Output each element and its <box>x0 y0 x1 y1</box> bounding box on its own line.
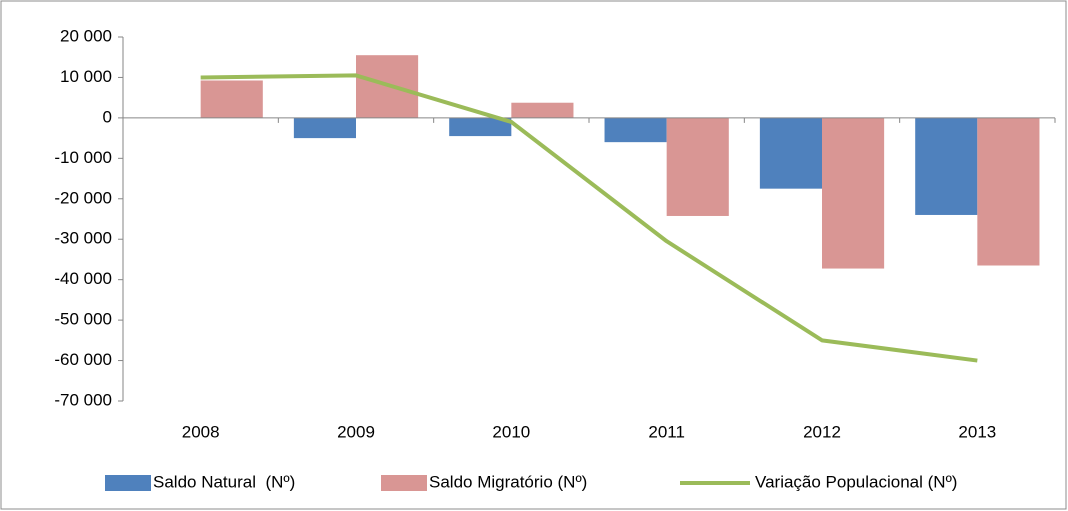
y-tick-label: -60 000 <box>54 350 112 369</box>
legend-label: Saldo Migratório (Nº) <box>429 472 587 491</box>
bar <box>449 117 512 137</box>
y-tick-label: -20 000 <box>54 188 112 207</box>
x-tick-label: 2012 <box>803 422 841 441</box>
legend-swatch <box>381 475 427 491</box>
x-tick-label: 2009 <box>337 422 375 441</box>
bar <box>822 117 885 269</box>
legend-label: Saldo Natural (Nº) <box>153 472 295 491</box>
bar <box>293 117 356 139</box>
line-series <box>200 73 978 363</box>
x-tick-label: 2008 <box>182 422 220 441</box>
y-tick-label: -10 000 <box>54 148 112 167</box>
legend-label: Variação Populacional (Nº) <box>755 472 957 491</box>
bar <box>759 117 822 189</box>
bar <box>604 117 667 143</box>
y-tick-label: -40 000 <box>54 269 112 288</box>
y-tick-label: -70 000 <box>54 390 112 409</box>
y-tick-label: -30 000 <box>54 229 112 248</box>
y-tick-label: 10 000 <box>60 67 112 86</box>
bar <box>977 117 1040 266</box>
bar <box>511 102 574 118</box>
x-tick-label: 2013 <box>958 422 996 441</box>
y-tick-label: 20 000 <box>60 26 112 45</box>
y-tick-label: 0 <box>103 107 112 126</box>
bar <box>666 117 729 216</box>
bar <box>200 80 263 118</box>
y-tick-label: -50 000 <box>54 310 112 329</box>
x-tick-label: 2011 <box>648 422 685 441</box>
bar <box>915 117 978 215</box>
x-tick-label: 2010 <box>492 422 530 441</box>
legend-swatch <box>105 475 151 491</box>
